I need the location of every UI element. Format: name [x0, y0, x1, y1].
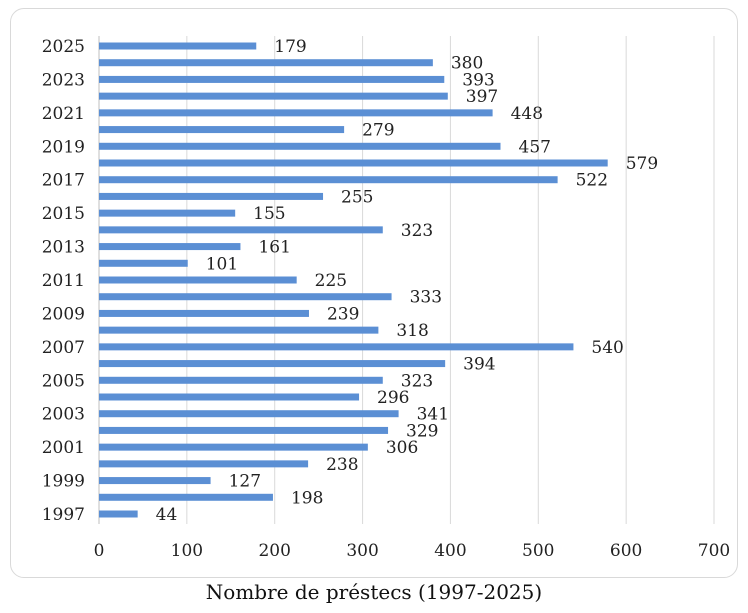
y-tick-label-2015: 2015 [42, 204, 85, 224]
x-tick-label-200: 200 [258, 541, 290, 561]
bar-chart: 4419812723830632934129632339454031823933… [42, 36, 731, 561]
x-tick-label-300: 300 [346, 541, 378, 561]
data-label-1999: 127 [229, 472, 261, 492]
data-label-2006: 394 [463, 355, 495, 375]
data-label-2000: 238 [326, 455, 358, 475]
data-label-2016: 255 [341, 187, 373, 207]
bar-2018 [99, 159, 608, 167]
data-label-2018: 579 [626, 154, 658, 174]
x-tick-label-500: 500 [522, 541, 554, 561]
bar-2016 [99, 192, 324, 200]
x-tick-label-700: 700 [698, 541, 730, 561]
x-tick-label-0: 0 [94, 541, 105, 561]
bar-1997 [99, 510, 138, 518]
y-tick-label-2001: 2001 [42, 438, 85, 458]
data-label-2005: 323 [401, 371, 433, 391]
data-label-2013: 161 [258, 238, 290, 258]
bar-2007 [99, 343, 574, 351]
y-tick-label-2013: 2013 [42, 238, 85, 258]
bar-2017 [99, 176, 558, 184]
y-tick-label-2025: 2025 [42, 37, 85, 57]
bar-2003 [99, 410, 399, 418]
y-tick-label-2021: 2021 [42, 104, 85, 124]
data-label-2003: 341 [417, 405, 449, 425]
y-tick-label-2019: 2019 [42, 137, 85, 157]
bar-2021 [99, 109, 493, 117]
gridlines [186, 36, 715, 524]
y-tick-label-2003: 2003 [42, 405, 85, 425]
data-label-2014: 323 [401, 221, 433, 241]
bar-2001 [99, 443, 368, 451]
data-labels: 4419812723830632934129632339454031823933… [156, 37, 658, 525]
bar-2005 [99, 376, 383, 384]
bar-2023 [99, 75, 445, 83]
data-label-2008: 318 [396, 321, 428, 341]
data-label-2002: 329 [406, 421, 438, 441]
bar-2000 [99, 460, 309, 468]
bar-2008 [99, 326, 379, 334]
bar-2015 [99, 209, 236, 217]
data-label-2025: 179 [274, 37, 306, 57]
data-label-2024: 380 [451, 54, 483, 74]
y-tick-labels: 1997 1999 2001 2003 2005 2007 2009 2011 2013 2015… [42, 37, 85, 525]
y-tick-label-2005: 2005 [42, 371, 85, 391]
bar-2020 [99, 126, 345, 134]
bar-2014 [99, 226, 383, 234]
data-label-2019: 457 [519, 137, 551, 157]
y-tick-label-1997: 1997 [42, 505, 85, 525]
data-label-2020: 279 [362, 121, 394, 141]
data-label-2011: 225 [315, 271, 347, 291]
data-label-2001: 306 [386, 438, 418, 458]
bar-1999 [99, 477, 211, 485]
y-tick-label-2017: 2017 [42, 171, 85, 191]
y-tick-label-1999: 1999 [42, 472, 85, 492]
bar-2011 [99, 276, 297, 284]
data-label-2022: 397 [466, 87, 498, 107]
data-label-1997: 44 [156, 505, 178, 525]
bar-2009 [99, 309, 309, 317]
bar-2019 [99, 142, 501, 150]
bar-2006 [99, 360, 446, 368]
data-label-2012: 101 [206, 254, 238, 274]
bar-2013 [99, 243, 241, 251]
x-tick-label-100: 100 [171, 541, 203, 561]
y-tick-label-2007: 2007 [42, 338, 85, 358]
x-tick-label-400: 400 [434, 541, 466, 561]
bar-1998 [99, 493, 273, 501]
data-label-2007: 540 [591, 338, 623, 358]
data-label-2023: 393 [462, 70, 494, 90]
bar-2025 [99, 42, 257, 50]
bar-2002 [99, 426, 389, 434]
x-tick-labels: 0 100 200 300 400 500 600 700 [94, 541, 731, 561]
bars [99, 42, 608, 518]
data-label-2021: 448 [511, 104, 543, 124]
data-label-2009: 239 [327, 304, 359, 324]
y-tick-label-2009: 2009 [42, 304, 85, 324]
bar-2004 [99, 393, 360, 401]
y-tick-label-2023: 2023 [42, 70, 85, 90]
x-tick-label-600: 600 [610, 541, 642, 561]
bar-2010 [99, 293, 392, 301]
bar-2024 [99, 59, 433, 67]
chart-caption: Nombre de préstecs (1997-2025) [205, 580, 543, 604]
data-label-2010: 333 [410, 288, 442, 308]
data-label-2015: 155 [253, 204, 285, 224]
bar-2012 [99, 259, 188, 267]
bar-2022 [99, 92, 448, 100]
data-label-2004: 296 [377, 388, 409, 408]
y-tick-label-2011: 2011 [42, 271, 85, 291]
data-label-1998: 198 [291, 488, 323, 508]
data-label-2017: 522 [576, 171, 608, 191]
